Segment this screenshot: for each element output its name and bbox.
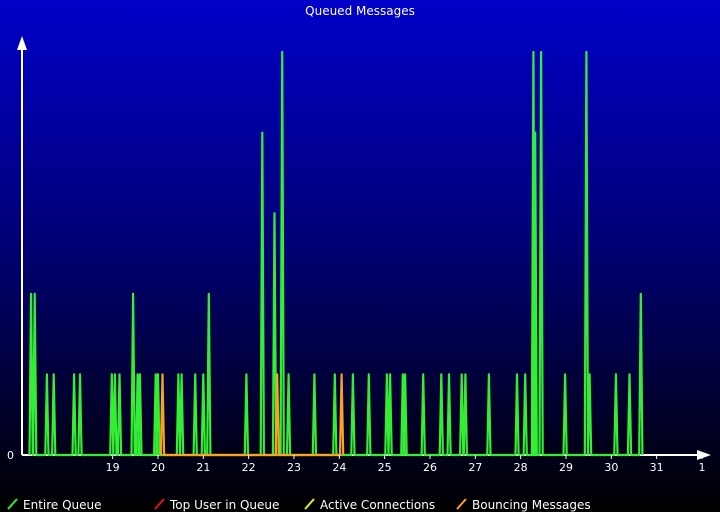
legend-label: Bouncing Messages bbox=[472, 498, 591, 512]
x-tick-label: 30 bbox=[604, 461, 618, 474]
legend-swatch bbox=[154, 498, 165, 510]
series-line-entire-queue bbox=[28, 50, 644, 457]
series-line-bouncing-messages bbox=[159, 373, 345, 457]
x-tick-label: 19 bbox=[106, 461, 120, 474]
legend-label: Entire Queue bbox=[23, 498, 102, 512]
chart-title: Queued Messages bbox=[305, 4, 415, 18]
legend-label: Active Connections bbox=[320, 498, 435, 512]
x-tick-label: 29 bbox=[559, 461, 573, 474]
x-tick-label: 24 bbox=[332, 461, 346, 474]
legend-swatch bbox=[7, 498, 18, 510]
x-tick-label: 27 bbox=[468, 461, 482, 474]
y-tick-label: 0 bbox=[7, 449, 14, 462]
x-tick-label: 1 bbox=[699, 461, 706, 474]
x-ticks: 19 20 21 22 23 24 25 26 27 28 29 30 31 1 bbox=[106, 455, 706, 474]
x-tick-label: 28 bbox=[514, 461, 528, 474]
legend: Entire Queue Top User in Queue Active Conn… bbox=[7, 498, 591, 512]
y-axis-arrow bbox=[17, 36, 27, 50]
x-tick-label: 21 bbox=[196, 461, 210, 474]
x-tick-label: 31 bbox=[650, 461, 664, 474]
x-tick-label: 20 bbox=[151, 461, 165, 474]
x-tick-label: 23 bbox=[287, 461, 301, 474]
x-tick-label: 26 bbox=[423, 461, 437, 474]
legend-label: Top User in Queue bbox=[169, 498, 279, 512]
x-axis-arrow bbox=[697, 450, 711, 460]
x-tick-label: 25 bbox=[378, 461, 392, 474]
legend-swatch bbox=[456, 498, 467, 510]
x-tick-label: 22 bbox=[242, 461, 256, 474]
plot-series bbox=[28, 50, 644, 457]
legend-swatch bbox=[304, 498, 315, 510]
